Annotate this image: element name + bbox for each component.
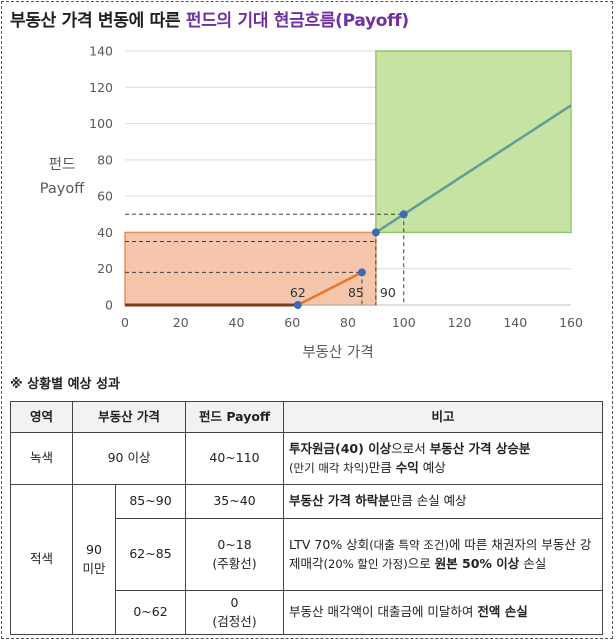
cell-price-red-3: 0~62 [114, 590, 187, 635]
y-tick-label-2: 40 [97, 225, 113, 240]
cell-payoff-red-1: 35~40 [185, 484, 285, 519]
y-tick-label-0: 0 [105, 298, 113, 313]
table-row-red-1: 적색 90 미만 85~90 35~40 부동산 가격 하락분만큼 손실 예상 [10, 484, 603, 635]
situation-note: ※ 상황별 예상 성과 [10, 377, 120, 392]
data-point-1 [357, 268, 366, 277]
cell-payoff-red-3: 0 (검정선) [185, 590, 285, 635]
y-tick-label-1: 20 [97, 261, 113, 276]
x-tick-label-6: 120 [448, 315, 472, 330]
series-line-gain [375, 104, 572, 234]
cell-payoff-green: 40~110 [185, 432, 285, 485]
cell-payoff-red-2: 0~18 (주황선) [185, 518, 285, 591]
x-tick-label-2: 40 [229, 315, 245, 330]
outcome-table: 영역 부동산 가격 펀드 Payoff 비고 녹색 90 이상 40~110 투… [10, 401, 603, 635]
y-tick-label-7: 140 [89, 44, 113, 59]
header-payoff: 펀드 Payoff [185, 401, 285, 433]
cell-zone-green: 녹색 [10, 432, 73, 485]
y-tick-label-5: 100 [89, 116, 113, 131]
table-row-red-2: 62~85 0~18 (주황선) LTV 70% 상회(대출 특약 조건)에 따른… [11, 518, 603, 591]
cell-price-group-red: 90 미만 [72, 484, 116, 635]
x-tick-label-8: 160 [559, 315, 583, 330]
annotation-label-0: 62 [290, 285, 306, 300]
y-tick-label-6: 120 [89, 80, 113, 95]
cell-remark-green: 투자원금(40) 이상으로서 부동산 가격 상승분 (만기 매각 차익)만큼 수익… [283, 432, 603, 485]
data-point-0 [293, 301, 302, 309]
page-title: 부동산 가격 변동에 따른 펀드의 기대 현금흐름(Payoff) [10, 11, 409, 31]
cell-zone-red: 적색 [10, 484, 73, 635]
table-header-row: 영역 부동산 가격 펀드 Payoff 비고 [10, 401, 603, 433]
header-zone: 영역 [10, 401, 73, 433]
y-tick-label-3: 60 [97, 189, 113, 204]
header-price: 부동산 가격 [71, 401, 187, 433]
cell-remark-red-3: 부동산 매각액이 대출금에 미달하여 전액 손실 [283, 590, 603, 635]
cell-remark-red-1: 부동산 가격 하락분만큼 손실 예상 [283, 484, 603, 519]
zone-green [375, 50, 572, 234]
cell-price-red-1: 85~90 [114, 484, 187, 519]
x-axis-title: 부동산 가격 [302, 344, 373, 361]
series-line-recovery [297, 271, 363, 307]
table-row-green: 녹색 90 이상 40~110 투자원금(40) 이상으로서 부동산 가격 상승… [10, 432, 603, 485]
x-tick-label-0: 0 [121, 315, 129, 330]
y-tick-label-4: 80 [97, 152, 113, 167]
table-row-red-3: 0~62 0 (검정선) 부동산 매각액이 대출금에 미달하여 전액 손실 [11, 590, 603, 635]
y-axis-title-line-0: 펀드 [49, 156, 76, 173]
cell-remark-red-2: LTV 70% 상회(대출 특약 조건)에 따른 채권자의 부동산 강제매각(2… [283, 518, 603, 591]
annotation-label-1: 85 [348, 285, 364, 300]
x-tick-label-5: 100 [392, 315, 416, 330]
data-point-3 [399, 210, 408, 219]
header-remark: 비고 [283, 401, 603, 433]
annotation-label-2: 90 [380, 285, 396, 300]
zone-red [124, 231, 377, 306]
x-tick-label-1: 20 [173, 315, 189, 330]
cell-price-red-2: 62~85 [114, 518, 187, 591]
x-tick-label-4: 80 [340, 315, 356, 330]
x-tick-label-7: 140 [503, 315, 527, 330]
y-axis-title-line-1: Payoff [40, 181, 85, 197]
x-tick-label-3: 60 [284, 315, 300, 330]
cell-price-green: 90 이상 [71, 432, 187, 485]
payoff-chart: 0 20 40 60 80 100 120 140 160 0 20 40 60 80 100 120 140 6… [40, 44, 583, 362]
data-point-2 [371, 228, 380, 237]
